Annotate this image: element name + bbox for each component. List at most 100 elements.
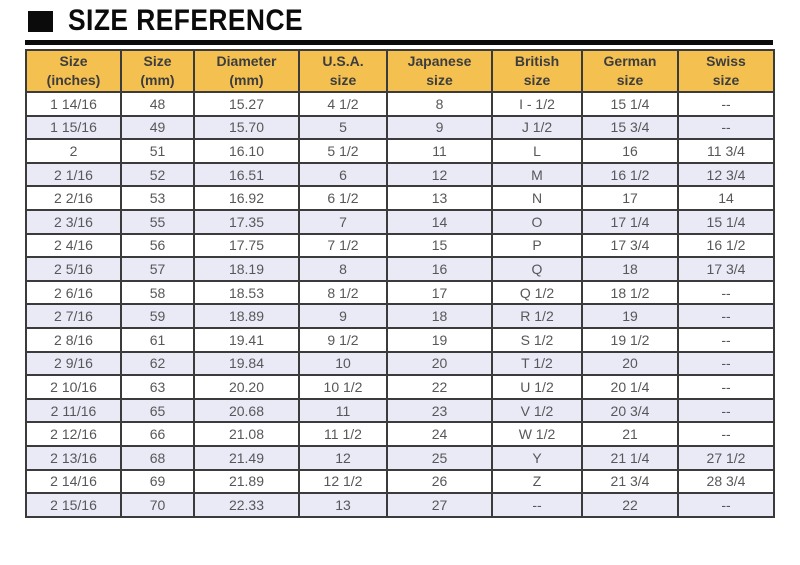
- table-cell: 70: [120, 492, 195, 518]
- table-cell: 68: [120, 444, 195, 471]
- table-cell: 28 3/4: [677, 468, 775, 495]
- table-cell: --: [677, 91, 775, 117]
- table-cell: 16: [386, 256, 493, 282]
- table-cell: 2 1/16: [25, 161, 122, 188]
- table-cell: 2 2/16: [25, 185, 122, 211]
- table-row: 2 7/16 59 18.89 9 18 R 1/2 19 --: [25, 303, 775, 329]
- table-cell: --: [677, 326, 775, 353]
- table-cell: 6: [298, 161, 388, 188]
- table-cell: 2 5/16: [25, 256, 122, 282]
- table-cell: 49: [120, 114, 195, 141]
- table-cell: 11 3/4: [677, 138, 775, 164]
- table-cell: 21 3/4: [581, 468, 679, 495]
- table-cell: --: [677, 279, 775, 306]
- table-cell: 69: [120, 468, 195, 495]
- table-header: Size (inches) Size (mm) Diameter (mm) U.S.A. si…: [25, 49, 775, 93]
- table-row: 2 2/16 53 16.92 6 1/2 13 N 17 14: [25, 185, 775, 211]
- table-cell: 19.41: [193, 326, 300, 353]
- table-cell: --: [491, 492, 583, 518]
- table-cell: 57: [120, 256, 195, 282]
- table-cell: 2 6/16: [25, 279, 122, 306]
- table-cell: 16 1/2: [581, 161, 679, 188]
- table-cell: --: [677, 397, 775, 424]
- table-cell: 12 1/2: [298, 468, 388, 495]
- table-cell: 7: [298, 208, 388, 235]
- table-cell: 5 1/2: [298, 138, 388, 164]
- table-row: 2 11/16 65 20.68 11 23 V 1/2 20 3/4 --: [25, 397, 775, 424]
- table-row: 2 8/16 61 19.41 9 1/2 19 S 1/2 19 1/2 --: [25, 326, 775, 353]
- table-cell: 51: [120, 138, 195, 164]
- table-cell: 18.53: [193, 279, 300, 306]
- table-cell: 16: [581, 138, 679, 164]
- table-cell: 2 12/16: [25, 421, 122, 447]
- table-cell: 16.92: [193, 185, 300, 211]
- table-cell: 21.08: [193, 421, 300, 447]
- table-row: 2 12/16 66 21.08 11 1/2 24 W 1/2 21 --: [25, 421, 775, 447]
- column-header: Japanese size: [386, 49, 493, 93]
- table-cell: 2 15/16: [25, 492, 122, 518]
- table-cell: 27 1/2: [677, 444, 775, 471]
- table-cell: 17: [581, 185, 679, 211]
- table-row: 2 10/16 63 20.20 10 1/2 22 U 1/2 20 1/4 --: [25, 374, 775, 400]
- table-cell: --: [677, 114, 775, 141]
- table-row: 2 51 16.10 5 1/2 11 L 16 11 3/4: [25, 138, 775, 164]
- table-cell: 2 3/16: [25, 208, 122, 235]
- table-cell: 1 15/16: [25, 114, 122, 141]
- table-cell: 63: [120, 374, 195, 400]
- table-cell: O: [491, 208, 583, 235]
- table-row: 2 3/16 55 17.35 7 14 O 17 1/4 15 1/4: [25, 208, 775, 235]
- table-cell: 18 1/2: [581, 279, 679, 306]
- table-row: 2 1/16 52 16.51 6 12 M 16 1/2 12 3/4: [25, 161, 775, 188]
- table-cell: P: [491, 232, 583, 259]
- table-cell: 7 1/2: [298, 232, 388, 259]
- table-cell: 2 13/16: [25, 444, 122, 471]
- table-cell: --: [677, 303, 775, 329]
- table-cell: 9: [298, 303, 388, 329]
- table-cell: Q: [491, 256, 583, 282]
- table-cell: 14: [677, 185, 775, 211]
- table-cell: V 1/2: [491, 397, 583, 424]
- table-cell: 21: [581, 421, 679, 447]
- table-cell: Z: [491, 468, 583, 495]
- table-cell: 17 3/4: [677, 256, 775, 282]
- table-cell: 4 1/2: [298, 91, 388, 117]
- table-cell: 2 7/16: [25, 303, 122, 329]
- table-row: 1 15/16 49 15.70 5 9 J 1/2 15 3/4 --: [25, 114, 775, 141]
- table-cell: 18.89: [193, 303, 300, 329]
- column-header: U.S.A. size: [298, 49, 388, 93]
- page-title: SIZE REFERENCE: [68, 4, 304, 37]
- table-cell: 65: [120, 397, 195, 424]
- table-cell: 52: [120, 161, 195, 188]
- title-divider: [25, 40, 773, 45]
- table-cell: 26: [386, 468, 493, 495]
- table-cell: 5: [298, 114, 388, 141]
- table-cell: 20.68: [193, 397, 300, 424]
- table-cell: 8: [298, 256, 388, 282]
- table-cell: Q 1/2: [491, 279, 583, 306]
- table-cell: 19.84: [193, 350, 300, 377]
- column-header: German size: [581, 49, 679, 93]
- table-cell: 2 14/16: [25, 468, 122, 495]
- table-cell: 19: [581, 303, 679, 329]
- table-cell: 6 1/2: [298, 185, 388, 211]
- table-cell: 66: [120, 421, 195, 447]
- table-cell: 20: [386, 350, 493, 377]
- bullet-square-icon: [28, 10, 53, 32]
- table-cell: 21 1/4: [581, 444, 679, 471]
- table-cell: 12: [298, 444, 388, 471]
- table-row: 1 14/16 48 15.27 4 1/2 8 I - 1/2 15 1/4 --: [25, 91, 775, 117]
- table-cell: W 1/2: [491, 421, 583, 447]
- table-cell: 20.20: [193, 374, 300, 400]
- table-cell: 55: [120, 208, 195, 235]
- table-row: 2 14/16 69 21.89 12 1/2 26 Z 21 3/4 28 3/4: [25, 468, 775, 495]
- table-row: 2 6/16 58 18.53 8 1/2 17 Q 1/2 18 1/2 --: [25, 279, 775, 306]
- table-cell: 48: [120, 91, 195, 117]
- table-cell: 17.75: [193, 232, 300, 259]
- table-row: 2 5/16 57 18.19 8 16 Q 18 17 3/4: [25, 256, 775, 282]
- table-cell: 17 1/4: [581, 208, 679, 235]
- table-cell: 8 1/2: [298, 279, 388, 306]
- table-cell: 1 14/16: [25, 91, 122, 117]
- table-row: 2 15/16 70 22.33 13 27 -- 22 --: [25, 492, 775, 518]
- table-cell: U 1/2: [491, 374, 583, 400]
- table-cell: 11 1/2: [298, 421, 388, 447]
